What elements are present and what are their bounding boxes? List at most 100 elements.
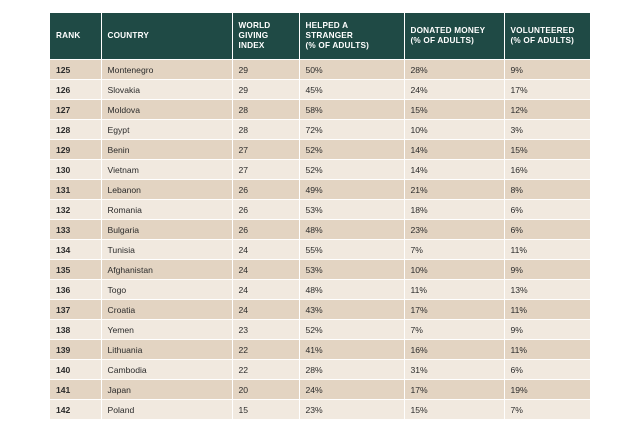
volunteered-cell: 9% [504,59,590,80]
header-row: RANK COUNTRY WORLD GIVING INDEX HELPED A… [50,13,590,60]
volunteered-cell: 11% [504,239,590,260]
donated-money-cell: 17% [404,379,505,400]
rank-cell: 128 [50,119,102,140]
donated-money-cell: 17% [404,299,505,320]
rank-cell: 131 [50,179,102,200]
giving-index-cell: 20 [232,379,300,400]
donated-money-cell: 16% [404,339,505,360]
volunteered-cell: 11% [504,299,590,320]
rank-cell: 136 [50,279,102,300]
helped-stranger-cell: 48% [299,219,405,240]
rank-cell: 142 [50,399,102,419]
header-country: COUNTRY [101,13,233,60]
volunteered-cell: 9% [504,259,590,280]
volunteered-cell: 11% [504,339,590,360]
donated-money-cell: 31% [404,359,505,380]
header-rank: RANK [50,13,102,60]
country-cell: Benin [101,139,233,160]
giving-index-cell: 28 [232,119,300,140]
helped-stranger-cell: 23% [299,399,405,419]
giving-index-cell: 26 [232,199,300,220]
rank-cell: 141 [50,379,102,400]
helped-stranger-cell: 28% [299,359,405,380]
country-cell: Vietnam [101,159,233,180]
country-cell: Romania [101,199,233,220]
rank-cell: 127 [50,99,102,120]
helped-stranger-cell: 52% [299,159,405,180]
table-row: 130 Vietnam 27 52% 14% 16% [50,159,590,180]
giving-index-cell: 29 [232,79,300,100]
donated-money-cell: 28% [404,59,505,80]
table-row: 136 Togo 24 48% 11% 13% [50,279,590,300]
rank-cell: 137 [50,299,102,320]
header-world-giving-index: WORLD GIVING INDEX [232,13,300,60]
giving-index-table: RANK COUNTRY WORLD GIVING INDEX HELPED A… [50,13,590,419]
country-cell: Croatia [101,299,233,320]
country-cell: Egypt [101,119,233,140]
rank-cell: 129 [50,139,102,160]
giving-index-cell: 24 [232,239,300,260]
volunteered-cell: 6% [504,219,590,240]
country-cell: Afghanistan [101,259,233,280]
giving-index-cell: 29 [232,59,300,80]
volunteered-cell: 6% [504,359,590,380]
country-cell: Lithuania [101,339,233,360]
table-row: 134 Tunisia 24 55% 7% 11% [50,239,590,260]
table-row: 127 Moldova 28 58% 15% 12% [50,99,590,120]
volunteered-cell: 3% [504,119,590,140]
helped-stranger-cell: 24% [299,379,405,400]
helped-stranger-cell: 52% [299,139,405,160]
donated-money-cell: 24% [404,79,505,100]
table-row: 125 Montenegro 29 50% 28% 9% [50,59,590,80]
donated-money-cell: 15% [404,399,505,419]
helped-stranger-cell: 53% [299,199,405,220]
volunteered-cell: 19% [504,379,590,400]
table-row: 128 Egypt 28 72% 10% 3% [50,119,590,140]
table-row: 138 Yemen 23 52% 7% 9% [50,319,590,340]
header-helped-stranger: HELPED A STRANGER (% OF ADULTS) [299,13,405,60]
table-row: 141 Japan 20 24% 17% 19% [50,379,590,400]
rank-cell: 134 [50,239,102,260]
volunteered-cell: 15% [504,139,590,160]
table-row: 126 Slovakia 29 45% 24% 17% [50,79,590,100]
donated-money-cell: 14% [404,159,505,180]
table-row: 137 Croatia 24 43% 17% 11% [50,299,590,320]
giving-index-cell: 26 [232,219,300,240]
table-row: 139 Lithuania 22 41% 16% 11% [50,339,590,360]
giving-index-cell: 22 [232,359,300,380]
donated-money-cell: 10% [404,119,505,140]
helped-stranger-cell: 45% [299,79,405,100]
country-cell: Moldova [101,99,233,120]
country-cell: Japan [101,379,233,400]
table-row: 133 Bulgaria 26 48% 23% 6% [50,219,590,240]
giving-index-cell: 15 [232,399,300,419]
volunteered-cell: 13% [504,279,590,300]
volunteered-cell: 6% [504,199,590,220]
helped-stranger-cell: 41% [299,339,405,360]
donated-money-cell: 7% [404,239,505,260]
rank-cell: 139 [50,339,102,360]
table-header: RANK COUNTRY WORLD GIVING INDEX HELPED A… [50,13,590,60]
giving-index-cell: 24 [232,259,300,280]
table-row: 142 Poland 15 23% 15% 7% [50,399,590,419]
helped-stranger-cell: 72% [299,119,405,140]
country-cell: Cambodia [101,359,233,380]
donated-money-cell: 14% [404,139,505,160]
giving-index-cell: 24 [232,299,300,320]
volunteered-cell: 17% [504,79,590,100]
helped-stranger-cell: 49% [299,179,405,200]
volunteered-cell: 7% [504,399,590,419]
rank-cell: 138 [50,319,102,340]
giving-index-cell: 24 [232,279,300,300]
donated-money-cell: 15% [404,99,505,120]
volunteered-cell: 12% [504,99,590,120]
table-row: 131 Lebanon 26 49% 21% 8% [50,179,590,200]
rank-cell: 130 [50,159,102,180]
rank-cell: 125 [50,59,102,80]
header-donated-money: DONATED MONEY (% OF ADULTS) [404,13,505,60]
rank-cell: 133 [50,219,102,240]
volunteered-cell: 9% [504,319,590,340]
volunteered-cell: 8% [504,179,590,200]
country-cell: Poland [101,399,233,419]
table-row: 132 Romania 26 53% 18% 6% [50,199,590,220]
